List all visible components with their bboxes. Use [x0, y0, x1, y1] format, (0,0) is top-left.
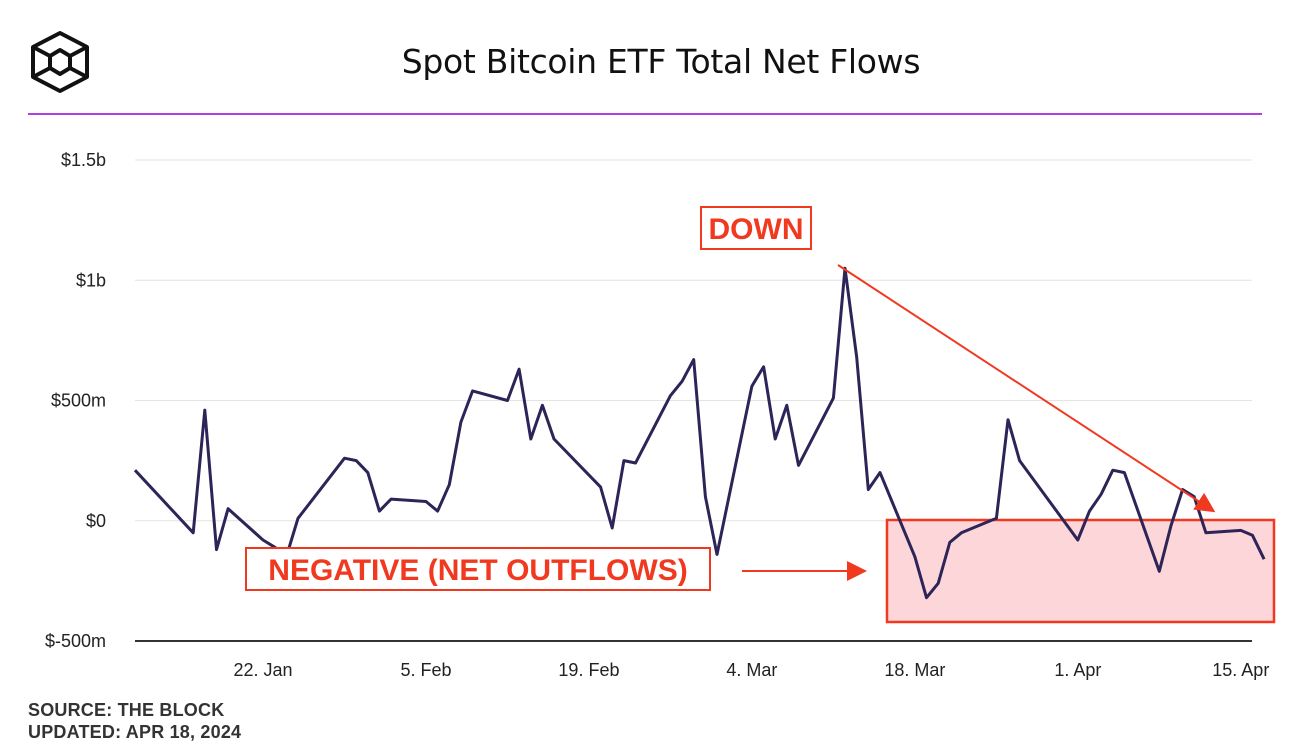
x-tick-label: 1. Apr [1054, 660, 1101, 680]
x-axis-tick-labels: 22. Jan 5. Feb 19. Feb 4. Mar 18. Mar 1. Apr 1… [234, 660, 1270, 680]
y-tick-label: $-500m [45, 631, 106, 651]
updated-note: UPDATED: APR 18, 2024 [28, 722, 242, 742]
x-tick-label: 18. Mar [884, 660, 945, 680]
negative-label-box [245, 547, 711, 591]
negative-label: NEGATIVE (NET OUTFLOWS) [268, 554, 687, 587]
the-block-logo-icon [28, 30, 92, 99]
title-divider [28, 113, 1262, 115]
y-tick-label: $0 [86, 511, 106, 531]
chart-title: Spot Bitcoin ETF Total Net Flows [401, 42, 921, 81]
y-tick-label: $1b [76, 270, 106, 290]
series-line-layer [133, 266, 1266, 600]
x-tick-label: 15. Apr [1212, 660, 1269, 680]
x-tick-label: 5. Feb [400, 660, 451, 680]
x-tick-label: 19. Feb [558, 660, 619, 680]
annotations: DOWN NEGATIVE (NET OUTFLOWS) [245, 206, 1216, 591]
down-trend-arrow [837, 264, 1216, 513]
x-tick-label: 22. Jan [234, 660, 293, 680]
source-note: SOURCE: THE BLOCK [28, 700, 225, 720]
down-label: DOWN [709, 213, 804, 246]
y-axis-tick-labels: $1.5b $1b $500m $0 $-500m [45, 150, 106, 651]
net-flows-chart: $1.5b $1b $500m $0 $-500m 22. Jan 5. Feb 19. F… [45, 150, 1276, 680]
down-label-box [700, 206, 812, 250]
y-tick-label: $500m [51, 391, 106, 411]
x-tick-label: 4. Mar [726, 660, 777, 680]
net-flow-series-line [133, 266, 1266, 600]
y-tick-label: $1.5b [61, 150, 106, 170]
